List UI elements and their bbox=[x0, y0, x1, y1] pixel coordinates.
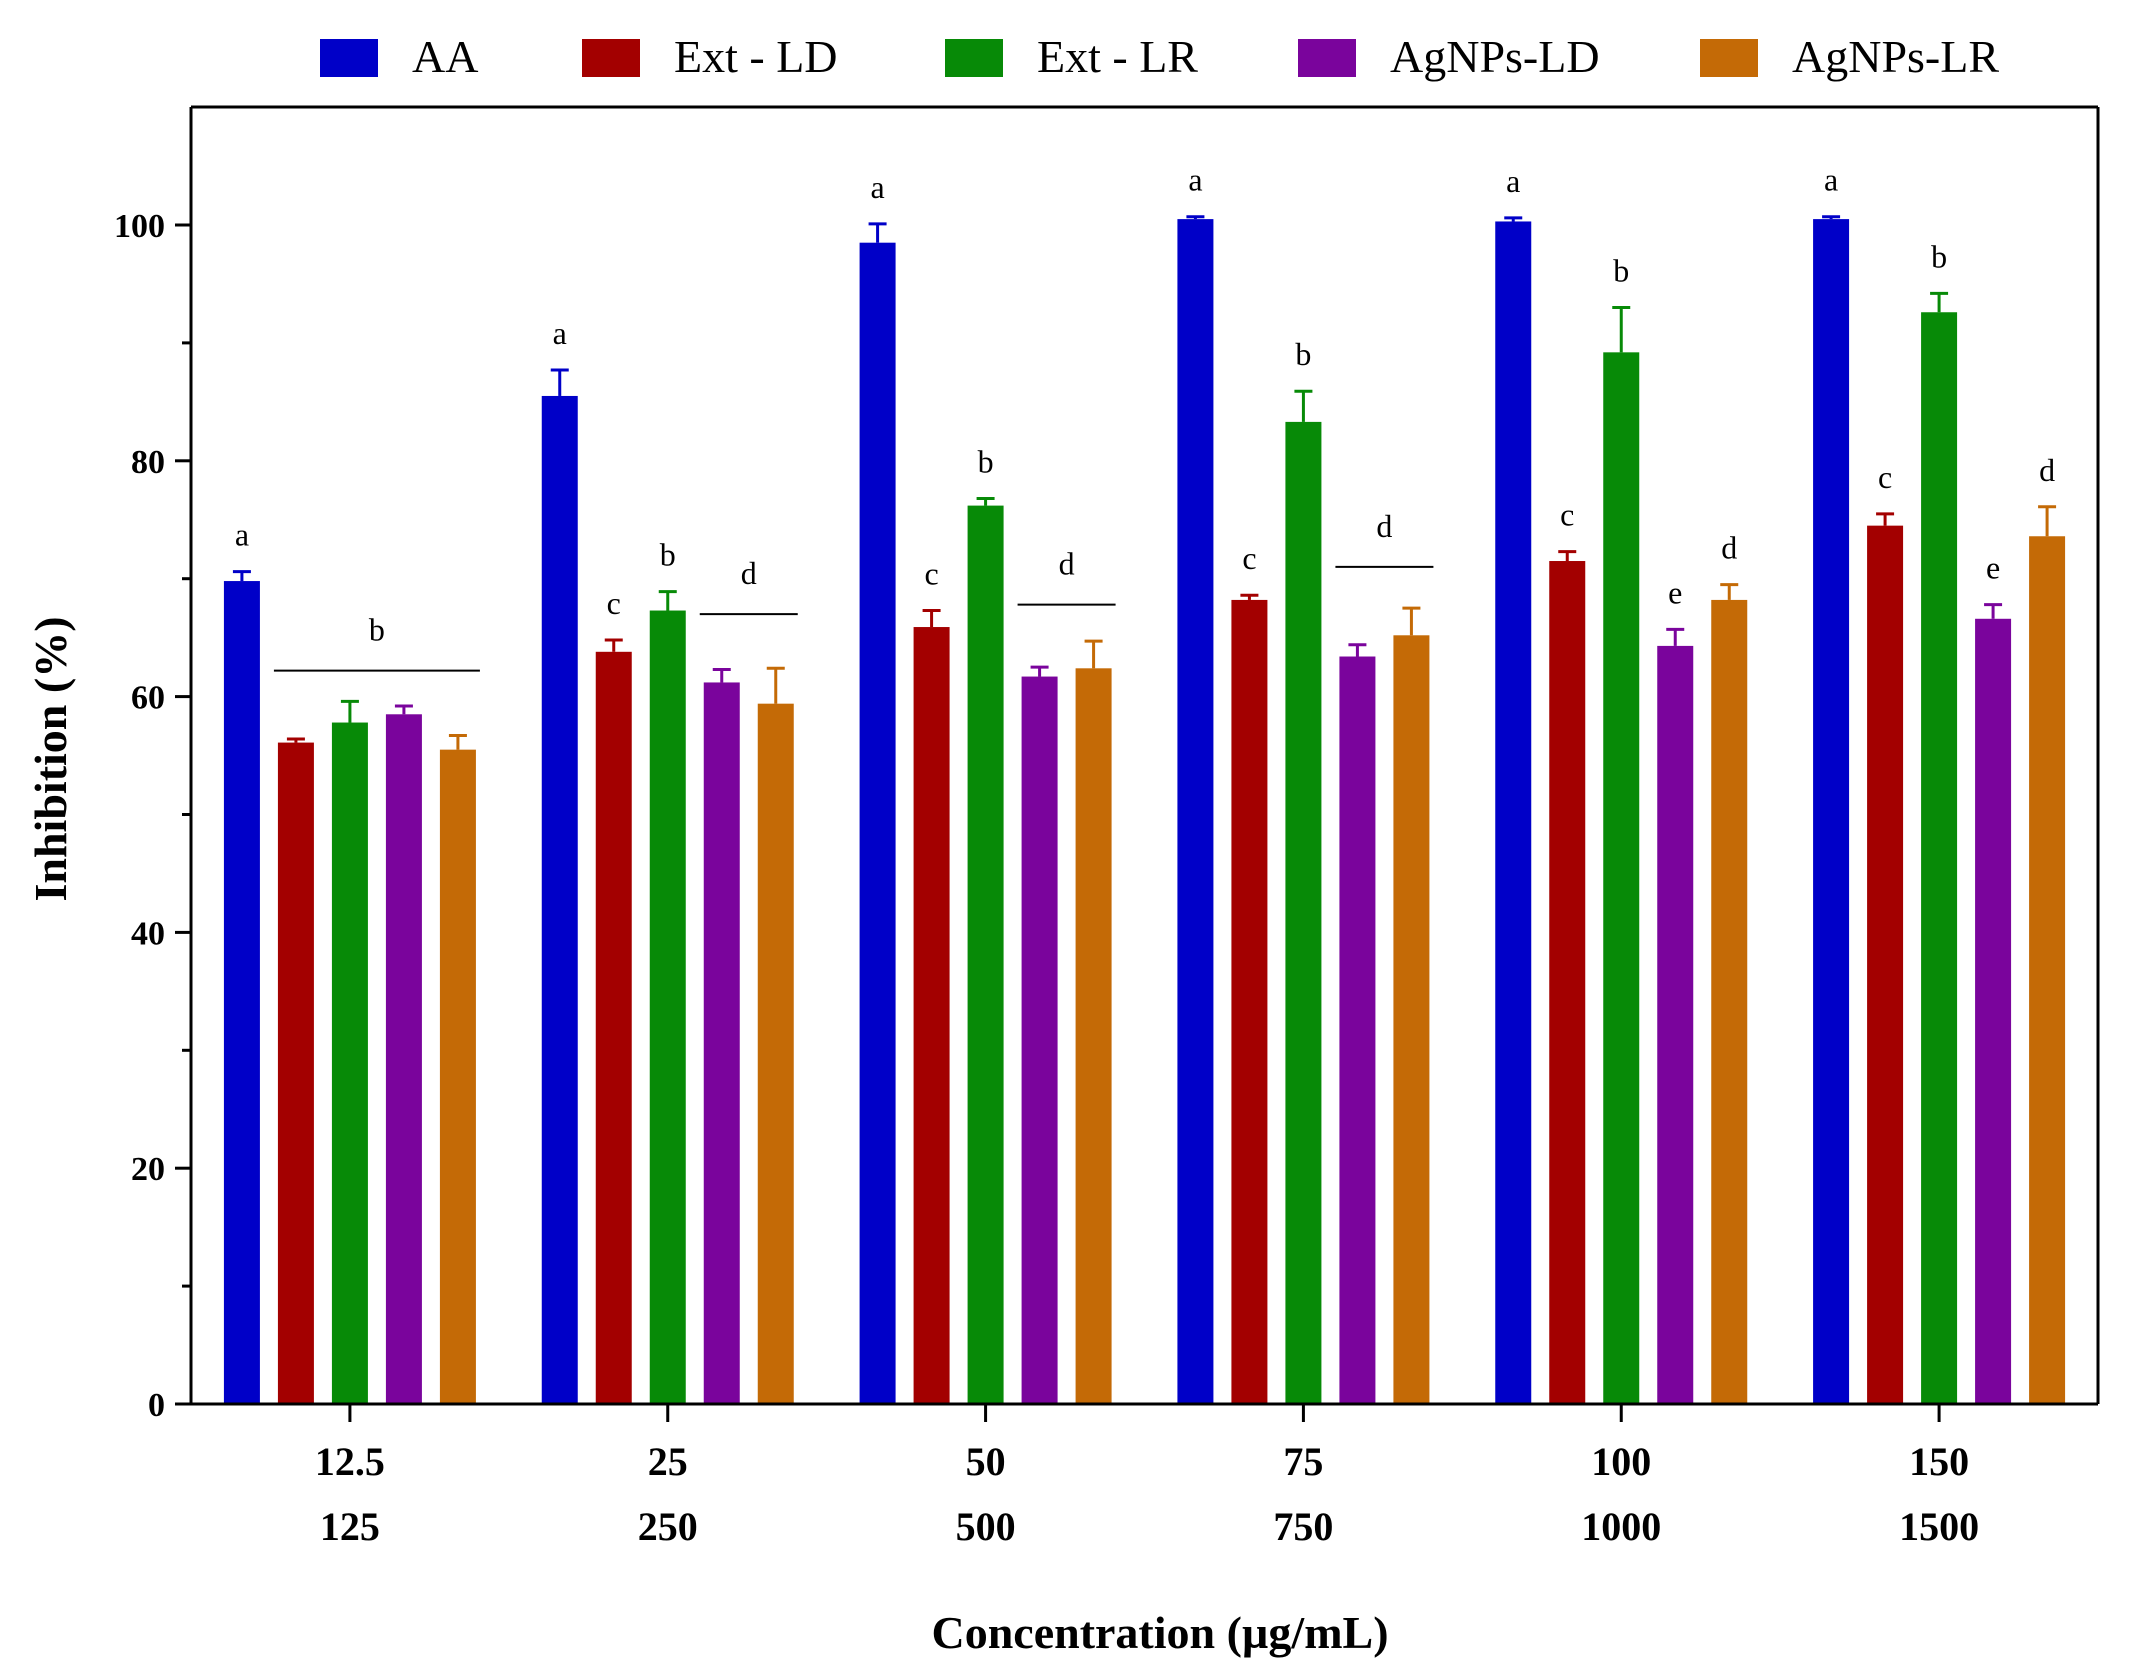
significance-letter: c bbox=[1560, 497, 1574, 533]
legend-item: AgNPs-LR bbox=[1700, 31, 1999, 82]
legend-label: Ext - LR bbox=[1037, 31, 1198, 82]
y-tick-label: 100 bbox=[114, 208, 165, 245]
y-axis-title: Inhibition (%) bbox=[25, 616, 76, 901]
bar bbox=[1711, 599, 1748, 1404]
x-axis-title: Concentration (µg/mL) bbox=[931, 1607, 1388, 1658]
bar bbox=[541, 395, 578, 1405]
y-tick-label: 0 bbox=[148, 1387, 165, 1424]
x-category-label: 1000 bbox=[1581, 1504, 1661, 1549]
bar bbox=[1339, 656, 1376, 1404]
group-letter: d bbox=[741, 555, 757, 591]
bar bbox=[277, 742, 314, 1404]
bar bbox=[1021, 676, 1058, 1404]
legend-label: AgNPs-LD bbox=[1390, 31, 1600, 82]
x-category-label: 25 bbox=[648, 1439, 688, 1484]
y-tick-label: 40 bbox=[131, 915, 165, 952]
legend-label: Ext - LD bbox=[674, 31, 838, 82]
bar bbox=[967, 505, 1004, 1404]
bar bbox=[439, 749, 476, 1404]
bar bbox=[1867, 525, 1904, 1404]
significance-letter: a bbox=[870, 169, 884, 205]
significance-letter: b bbox=[1295, 336, 1311, 372]
y-tick-label: 20 bbox=[131, 1151, 165, 1188]
bar bbox=[1657, 645, 1694, 1404]
group-letter: d bbox=[1376, 508, 1392, 544]
x-category-label: 500 bbox=[956, 1504, 1016, 1549]
bar bbox=[1285, 421, 1322, 1404]
x-category-label: 100 bbox=[1591, 1439, 1651, 1484]
significance-letter: e bbox=[1986, 550, 2000, 586]
significance-letter: a bbox=[553, 315, 567, 351]
bar bbox=[1075, 668, 1112, 1404]
significance-letter: d bbox=[1721, 530, 1737, 566]
significance-letter: b bbox=[978, 444, 994, 480]
bar bbox=[1231, 599, 1268, 1404]
legend-item: AA bbox=[320, 31, 478, 82]
x-category-label: 1500 bbox=[1899, 1504, 1979, 1549]
legend-label: AgNPs-LR bbox=[1792, 31, 1999, 82]
x-category-label: 150 bbox=[1909, 1439, 1969, 1484]
legend-item: Ext - LR bbox=[945, 31, 1198, 82]
legend-swatch bbox=[1700, 39, 1758, 77]
significance-letter: b bbox=[1613, 253, 1629, 289]
bar bbox=[757, 703, 794, 1404]
bar bbox=[1921, 312, 1958, 1405]
x-axis: 12.5 125 25 250 50 500 75 750 100 1000 150 1500 bbox=[191, 105, 2098, 1549]
group-brackets: b d d d bbox=[273, 508, 1434, 672]
significance-letter: a bbox=[235, 517, 249, 553]
bar bbox=[649, 610, 686, 1404]
significance-letters: a a a a a a c c c c c b b b b b e e d d bbox=[235, 162, 2055, 621]
bar bbox=[859, 242, 896, 1404]
y-axis: 0 20 40 60 80 100 bbox=[114, 107, 2100, 1424]
significance-letter: c bbox=[1878, 459, 1892, 495]
bar bbox=[595, 651, 632, 1404]
group-letter: d bbox=[1059, 546, 1075, 582]
legend-swatch bbox=[945, 39, 1003, 77]
y-tick-label: 60 bbox=[131, 680, 165, 717]
legend-label: AA bbox=[412, 31, 478, 82]
significance-letter: c bbox=[924, 556, 938, 592]
x-category-label: 12.5 bbox=[315, 1439, 385, 1484]
x-category-label: 750 bbox=[1273, 1504, 1333, 1549]
bar bbox=[385, 714, 422, 1404]
x-category-label: 250 bbox=[638, 1504, 698, 1549]
legend-item: AgNPs-LD bbox=[1298, 31, 1600, 82]
significance-letter: a bbox=[1506, 163, 1520, 199]
group-letter: b bbox=[369, 612, 385, 648]
significance-letter: e bbox=[1668, 574, 1682, 610]
bar bbox=[2029, 536, 2066, 1404]
chart-legend: AA Ext - LD Ext - LR AgNPs-LD AgNPs-LR bbox=[320, 31, 1999, 82]
bar bbox=[1495, 221, 1532, 1404]
legend-item: Ext - LD bbox=[582, 31, 838, 82]
bar bbox=[1177, 219, 1214, 1405]
significance-letter: c bbox=[1242, 540, 1256, 576]
bar bbox=[1603, 352, 1640, 1404]
bar bbox=[1549, 561, 1586, 1404]
bar bbox=[223, 581, 260, 1404]
legend-swatch bbox=[1298, 39, 1356, 77]
significance-letter: a bbox=[1188, 162, 1202, 198]
significance-letter: b bbox=[660, 537, 676, 573]
plot-area: a a a a a a c c c c c b b b b b e e d d b d d d bbox=[223, 162, 2066, 1405]
bar bbox=[1393, 635, 1430, 1404]
significance-letter: b bbox=[1931, 238, 1947, 274]
bar bbox=[331, 722, 368, 1404]
significance-letter: c bbox=[607, 585, 621, 621]
significance-letter: d bbox=[2039, 452, 2055, 488]
y-tick-label: 80 bbox=[131, 444, 165, 481]
x-category-label: 125 bbox=[320, 1504, 380, 1549]
legend-swatch bbox=[582, 39, 640, 77]
bar bbox=[1813, 219, 1850, 1405]
x-category-label: 75 bbox=[1283, 1439, 1323, 1484]
bar-marks bbox=[223, 219, 2066, 1405]
legend-swatch bbox=[320, 39, 378, 77]
bar bbox=[1975, 618, 2012, 1404]
error-bars bbox=[232, 215, 2057, 750]
x-category-label: 50 bbox=[966, 1439, 1006, 1484]
significance-letter: a bbox=[1824, 162, 1838, 198]
bar bbox=[703, 682, 740, 1404]
bar bbox=[913, 627, 950, 1404]
